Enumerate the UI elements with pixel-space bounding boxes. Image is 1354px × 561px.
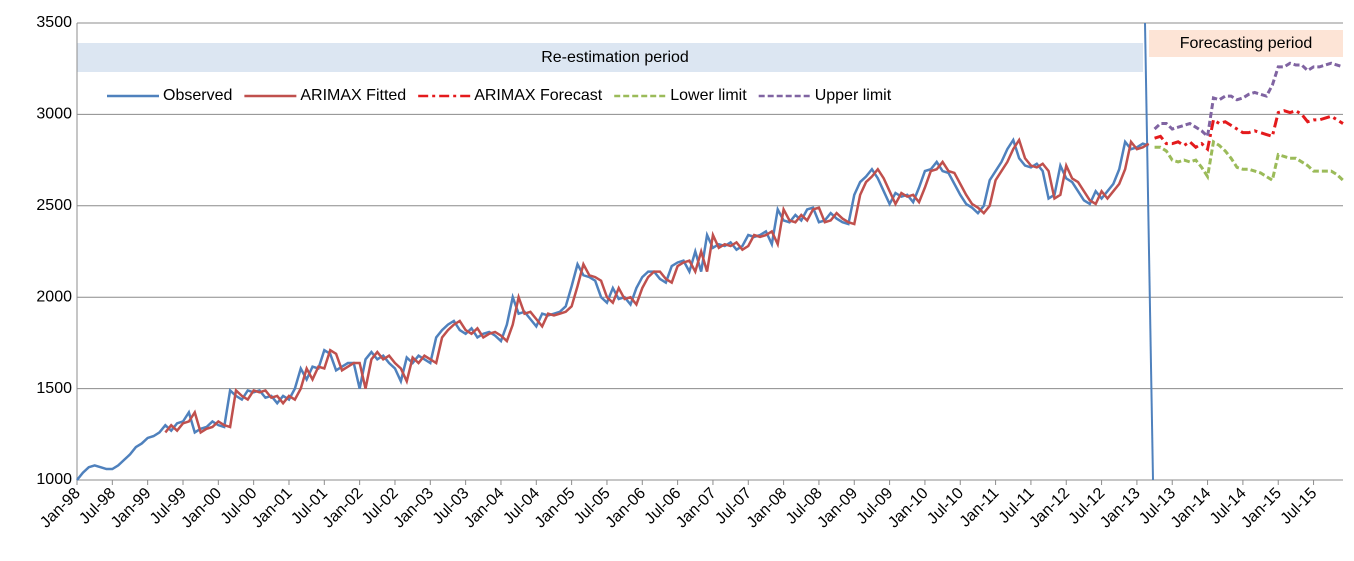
x-tick-label: Jul-15: [1278, 485, 1321, 528]
x-tick-label: Jan-10: [885, 485, 932, 532]
x-tick-label: Jan-01: [249, 485, 296, 532]
y-tick-label: 1000: [36, 471, 72, 488]
y-tick-label: 1500: [36, 380, 72, 397]
series-line: [1154, 109, 1344, 153]
x-tick-label: Jan-15: [1238, 485, 1285, 532]
x-tick-label: Jan-06: [602, 485, 649, 532]
y-tick-label: 2500: [36, 197, 72, 214]
x-tick-label: Jan-09: [814, 485, 861, 532]
x-tick-label: Jan-03: [391, 485, 438, 532]
legend-label: Observed: [163, 87, 232, 104]
forecasting-band: [1149, 30, 1343, 57]
annotation: Re-estimation period: [541, 49, 689, 66]
legend-label: Upper limit: [815, 87, 892, 104]
legend-label: ARIMAX Forecast: [474, 87, 603, 104]
x-tick-label: Jan-04: [461, 485, 508, 532]
x-tick-label: Jan-13: [1097, 485, 1144, 532]
legend-label: ARIMAX Fitted: [300, 87, 406, 104]
y-tick-label: 3000: [36, 106, 72, 123]
series-line: [76, 137, 1150, 481]
y-tick-label: 2000: [36, 288, 72, 305]
x-tick-label: Jan-00: [179, 485, 226, 532]
y-tick-label: 3500: [36, 14, 72, 31]
x-tick-label: Jan-98: [37, 485, 84, 532]
series-line: [1153, 61, 1344, 140]
x-tick-label: Jan-11: [957, 485, 1003, 531]
x-tick-label: Jan-08: [744, 485, 791, 532]
x-tick-label: Jan-02: [320, 485, 367, 532]
legend-label: Lower limit: [670, 87, 747, 104]
x-tick-label: Jan-14: [1168, 485, 1215, 532]
x-tick-label: Jan-07: [673, 485, 720, 532]
annotation: Forecasting period: [1180, 35, 1313, 52]
x-tick-label: Jan-05: [532, 485, 579, 532]
series-line: [164, 137, 1150, 435]
series-line: [1154, 139, 1345, 183]
x-tick-label: Jan-99: [108, 485, 155, 532]
x-tick-label: Jan-12: [1026, 485, 1073, 532]
legend: Observed ARIMAX Fitted ARIMAX Forecast Lowe…: [107, 87, 892, 104]
period-divider: [1144, 22, 1154, 481]
re-estimation-band: [77, 43, 1143, 72]
plot-area: [76, 61, 1345, 481]
